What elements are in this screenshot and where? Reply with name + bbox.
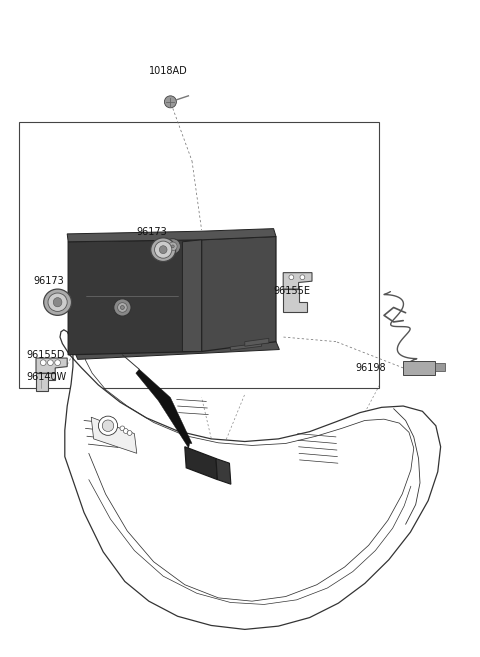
Polygon shape [283, 289, 307, 312]
Polygon shape [230, 343, 262, 350]
Circle shape [40, 360, 46, 365]
Circle shape [289, 275, 294, 280]
Circle shape [118, 303, 127, 312]
Polygon shape [182, 240, 202, 351]
Ellipse shape [48, 293, 67, 311]
Circle shape [127, 430, 132, 436]
Polygon shape [91, 417, 137, 453]
Text: 96155D: 96155D [26, 350, 65, 360]
Text: 96173: 96173 [34, 277, 64, 286]
Ellipse shape [159, 246, 167, 254]
Polygon shape [74, 342, 279, 359]
Circle shape [120, 306, 124, 309]
Polygon shape [136, 369, 192, 448]
Polygon shape [216, 459, 231, 484]
Text: 1018AD: 1018AD [149, 66, 188, 76]
Polygon shape [202, 237, 276, 351]
Text: 96155E: 96155E [274, 286, 311, 296]
Polygon shape [36, 358, 67, 373]
Bar [403, 361, 435, 374]
Circle shape [114, 299, 131, 316]
Polygon shape [283, 273, 312, 289]
Text: 96173: 96173 [137, 227, 168, 237]
Circle shape [168, 242, 177, 251]
Text: 96140W: 96140W [26, 372, 67, 382]
Polygon shape [185, 447, 217, 480]
Circle shape [55, 360, 60, 365]
Ellipse shape [151, 238, 176, 261]
Text: 96198: 96198 [355, 363, 386, 373]
Polygon shape [60, 330, 441, 629]
Polygon shape [67, 229, 276, 242]
Ellipse shape [53, 298, 62, 307]
Circle shape [300, 275, 305, 280]
Bar [19, 122, 379, 388]
Circle shape [102, 420, 114, 432]
Circle shape [171, 245, 174, 248]
Polygon shape [68, 240, 202, 355]
Bar [435, 363, 445, 371]
Ellipse shape [155, 241, 172, 258]
Circle shape [98, 416, 118, 436]
Circle shape [120, 426, 125, 431]
Circle shape [123, 428, 128, 434]
Circle shape [164, 96, 176, 108]
Circle shape [48, 360, 53, 365]
Circle shape [165, 238, 180, 254]
Ellipse shape [44, 289, 72, 315]
Polygon shape [245, 338, 269, 346]
Polygon shape [36, 373, 55, 391]
